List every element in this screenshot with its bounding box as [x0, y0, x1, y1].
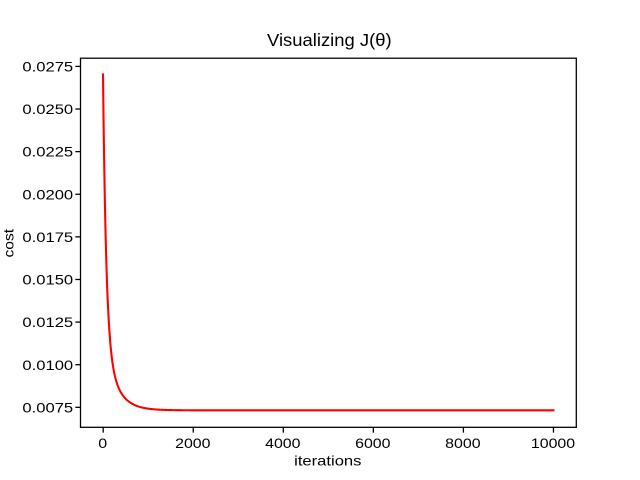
svg-text:cost: cost	[1, 229, 17, 258]
svg-text:8000: 8000	[445, 435, 481, 451]
svg-text:0.0125: 0.0125	[22, 314, 73, 330]
svg-text:0.0250: 0.0250	[22, 101, 73, 117]
svg-text:4000: 4000	[265, 435, 301, 451]
svg-text:0.0075: 0.0075	[22, 399, 73, 415]
svg-text:0.0100: 0.0100	[22, 357, 73, 373]
svg-text:0.0175: 0.0175	[22, 229, 73, 245]
svg-text:2000: 2000	[175, 435, 211, 451]
svg-text:0: 0	[98, 435, 107, 451]
svg-text:0.0275: 0.0275	[22, 59, 73, 75]
svg-text:10000: 10000	[531, 435, 576, 451]
svg-text:0.0225: 0.0225	[22, 144, 73, 160]
svg-text:Visualizing J(θ): Visualizing J(θ)	[267, 30, 392, 50]
svg-text:0.0150: 0.0150	[22, 272, 73, 288]
svg-text:0.0200: 0.0200	[22, 186, 73, 202]
svg-text:6000: 6000	[355, 435, 391, 451]
svg-text:iterations: iterations	[294, 453, 361, 469]
